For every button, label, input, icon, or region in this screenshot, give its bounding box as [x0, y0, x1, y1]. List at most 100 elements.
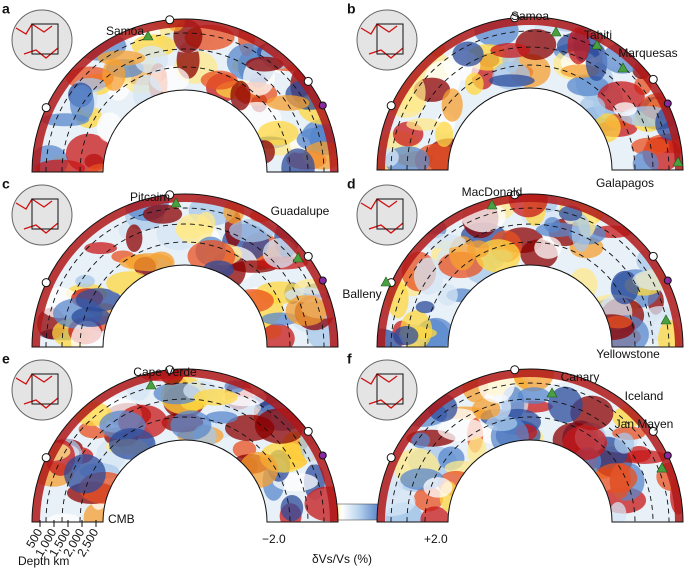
anomaly [96, 112, 123, 143]
colorbar-min: −2.0 [262, 532, 286, 546]
anomaly [613, 102, 637, 117]
section-outline [376, 368, 684, 523]
anomaly [411, 432, 431, 449]
panel: a Samoa [2, 1, 339, 173]
anomaly [142, 204, 183, 224]
anomaly [245, 56, 284, 72]
anomaly [441, 88, 463, 122]
section-box [31, 373, 59, 405]
anomaly [486, 415, 518, 432]
anomaly [200, 70, 238, 90]
section-marker [648, 251, 658, 261]
anomaly [465, 72, 484, 96]
depth-contour [390, 382, 670, 523]
globe [356, 9, 418, 71]
panel-letter: a [2, 1, 10, 17]
anomaly [266, 95, 310, 111]
anomaly [413, 257, 444, 295]
hotspot-label: Cape Verde [133, 365, 197, 379]
anomaly [594, 463, 638, 493]
section-outline [31, 193, 339, 348]
depth-contour [424, 64, 636, 171]
anomaly [437, 283, 458, 306]
globe [11, 359, 73, 421]
anomaly [262, 238, 298, 268]
section-outline [376, 16, 684, 171]
anomaly [205, 411, 238, 424]
anomaly [230, 80, 251, 111]
globe [356, 184, 418, 246]
section-marker [510, 13, 520, 23]
panel-letter: c [2, 176, 10, 192]
anomaly [420, 506, 450, 522]
anomaly [562, 425, 607, 461]
anomaly [285, 295, 328, 326]
section-box [376, 198, 404, 230]
depth-contour [79, 241, 291, 348]
colorbar-max: +2.0 [424, 532, 448, 546]
section-outline [376, 193, 684, 348]
anomaly [571, 213, 591, 252]
depth-contour [45, 382, 325, 523]
anomaly [281, 148, 315, 172]
end-marker [318, 276, 327, 285]
depth-label: Depth km [18, 554, 69, 568]
hotspot-marker [656, 462, 668, 473]
hotspot-marker [486, 199, 498, 210]
anomaly [415, 300, 435, 314]
hotspot-label: Pitcairn [130, 190, 170, 204]
anomaly [175, 213, 214, 244]
anomaly [84, 242, 118, 255]
section-marker [303, 251, 313, 261]
section-box [376, 23, 404, 55]
depth-contour [61, 398, 309, 523]
section-marker [165, 365, 175, 375]
hotspot-label: Marquesas [618, 46, 677, 60]
anomaly [585, 42, 608, 82]
anomaly [193, 388, 238, 406]
panel: d MacDonald Balleny Yellowstone [342, 176, 684, 361]
section-outline [31, 18, 339, 173]
anomaly [106, 271, 152, 296]
anomaly [467, 436, 487, 467]
hotspot-marker [550, 26, 562, 37]
anomaly [534, 236, 562, 259]
depth-contour [45, 207, 325, 348]
globe [11, 184, 73, 246]
anomaly [75, 288, 122, 312]
depth-contour [406, 398, 654, 523]
depth-contour [79, 66, 291, 173]
hotspot-marker [170, 197, 182, 208]
hotspot-marker [292, 252, 304, 263]
anomaly [125, 224, 143, 253]
anomaly [97, 50, 146, 66]
anomaly [64, 454, 106, 494]
depth-contour [61, 223, 309, 348]
hotspot-label: MacDonald [462, 185, 523, 199]
panel-letter: e [2, 351, 10, 367]
anomaly [69, 84, 95, 122]
tomography [32, 369, 338, 522]
section-marker [41, 453, 51, 463]
anomaly [71, 307, 111, 327]
cmb-label: CMB [108, 512, 135, 526]
colorbar-title: δVs/Vs (%) [312, 552, 372, 566]
anomaly [102, 58, 126, 91]
section-box [31, 23, 59, 55]
anomaly [437, 418, 488, 442]
end-marker [318, 101, 327, 110]
hotspot-label: Guadalupe [271, 204, 330, 218]
anomaly [260, 323, 295, 347]
end-marker [663, 451, 672, 460]
depth-contour [390, 30, 670, 171]
anomaly [65, 133, 112, 172]
section-marker [386, 453, 396, 463]
anomaly [490, 43, 531, 58]
section-marker [510, 365, 520, 375]
depth-contour [424, 241, 636, 348]
end-marker [318, 451, 327, 460]
anomaly [70, 320, 104, 347]
section-marker [303, 76, 313, 86]
anomaly [75, 274, 95, 288]
